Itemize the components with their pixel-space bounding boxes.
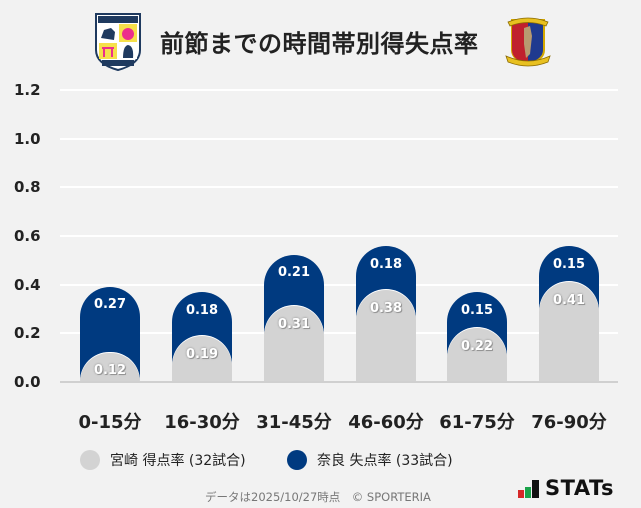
teguvajaro-miyazaki-logo-icon	[95, 13, 141, 72]
bar-value-away: 0.15	[460, 303, 494, 318]
bar-value-home: 0.31	[277, 317, 311, 332]
bar-segment-home	[264, 306, 324, 382]
bar-value-home: 0.12	[93, 363, 127, 378]
legend-label-home: 宮崎 得点率 (32試合)	[110, 453, 246, 469]
gridline	[60, 332, 618, 334]
stats-bar-chart-icon	[518, 480, 540, 498]
bar-76-90: 0.15 0.41	[539, 0, 599, 382]
bar-segment-home	[539, 282, 599, 382]
chart-plot-area: 1.2 1.0 0.8 0.6 0.4 0.2 0.0 0.27 0.12 0.…	[14, 0, 618, 391]
bar-61-75: 0.15 0.22	[447, 0, 507, 382]
bar-value-away: 0.21	[277, 265, 311, 280]
y-tick-label: 1.0	[14, 130, 41, 148]
y-tick-label: 1.2	[14, 81, 41, 99]
y-tick-label: 0.8	[14, 178, 41, 196]
bar-31-45: 0.21 0.31	[264, 0, 324, 382]
bar-value-away: 0.27	[93, 297, 127, 312]
bar-value-away: 0.18	[185, 303, 219, 318]
gridline	[60, 138, 618, 140]
gridline	[60, 89, 618, 91]
bar-46-60: 0.18 0.38	[356, 0, 416, 382]
x-tick-label: 76-90分	[531, 412, 607, 433]
bar-segment-home	[356, 290, 416, 382]
legend-item-away: 奈良 失点率 (33試合)	[287, 450, 453, 470]
gridline	[60, 186, 618, 188]
bar-value-home: 0.38	[369, 301, 403, 316]
x-axis-baseline	[60, 381, 618, 383]
bar-value-away: 0.15	[552, 257, 586, 272]
bar-segment-home	[172, 336, 232, 382]
y-tick-label: 0.6	[14, 227, 41, 245]
gridline	[60, 284, 618, 286]
stats-brand-text: STATs	[545, 476, 614, 500]
legend-label-away: 奈良 失点率 (33試合)	[317, 453, 453, 469]
x-tick-label: 16-30分	[164, 412, 240, 433]
bar-0-15: 0.27 0.12	[80, 0, 140, 382]
x-tick-label: 46-60分	[348, 412, 424, 433]
bar-value-home: 0.41	[552, 293, 586, 308]
chart-header: 前節までの時間帯別得失点率	[0, 0, 641, 80]
stats-brand-logo: STATs	[518, 476, 614, 500]
y-tick-label: 0.2	[14, 324, 41, 342]
x-tick-label: 61-75分	[439, 412, 515, 433]
y-tick-label: 0.0	[14, 373, 41, 391]
x-tick-label: 0-15分	[78, 412, 142, 433]
legend-swatch-home-icon	[80, 450, 100, 470]
y-tick-label: 0.4	[14, 276, 41, 294]
nara-club-logo-icon	[505, 17, 551, 67]
bar-value-home: 0.22	[460, 339, 494, 354]
bar-value-home: 0.19	[185, 347, 219, 362]
x-tick-label: 31-45分	[256, 412, 332, 433]
data-source-note: データは2025/10/27時点 © SPORTERIA	[205, 490, 431, 504]
bar-value-away: 0.18	[369, 257, 403, 272]
legend-item-home: 宮崎 得点率 (32試合)	[80, 450, 246, 470]
gridline	[60, 235, 618, 237]
legend-swatch-away-icon	[287, 450, 307, 470]
bar-16-30: 0.18 0.19	[172, 0, 232, 382]
bar-segment-home	[447, 328, 507, 382]
chart-title: 前節までの時間帯別得失点率	[160, 30, 479, 58]
